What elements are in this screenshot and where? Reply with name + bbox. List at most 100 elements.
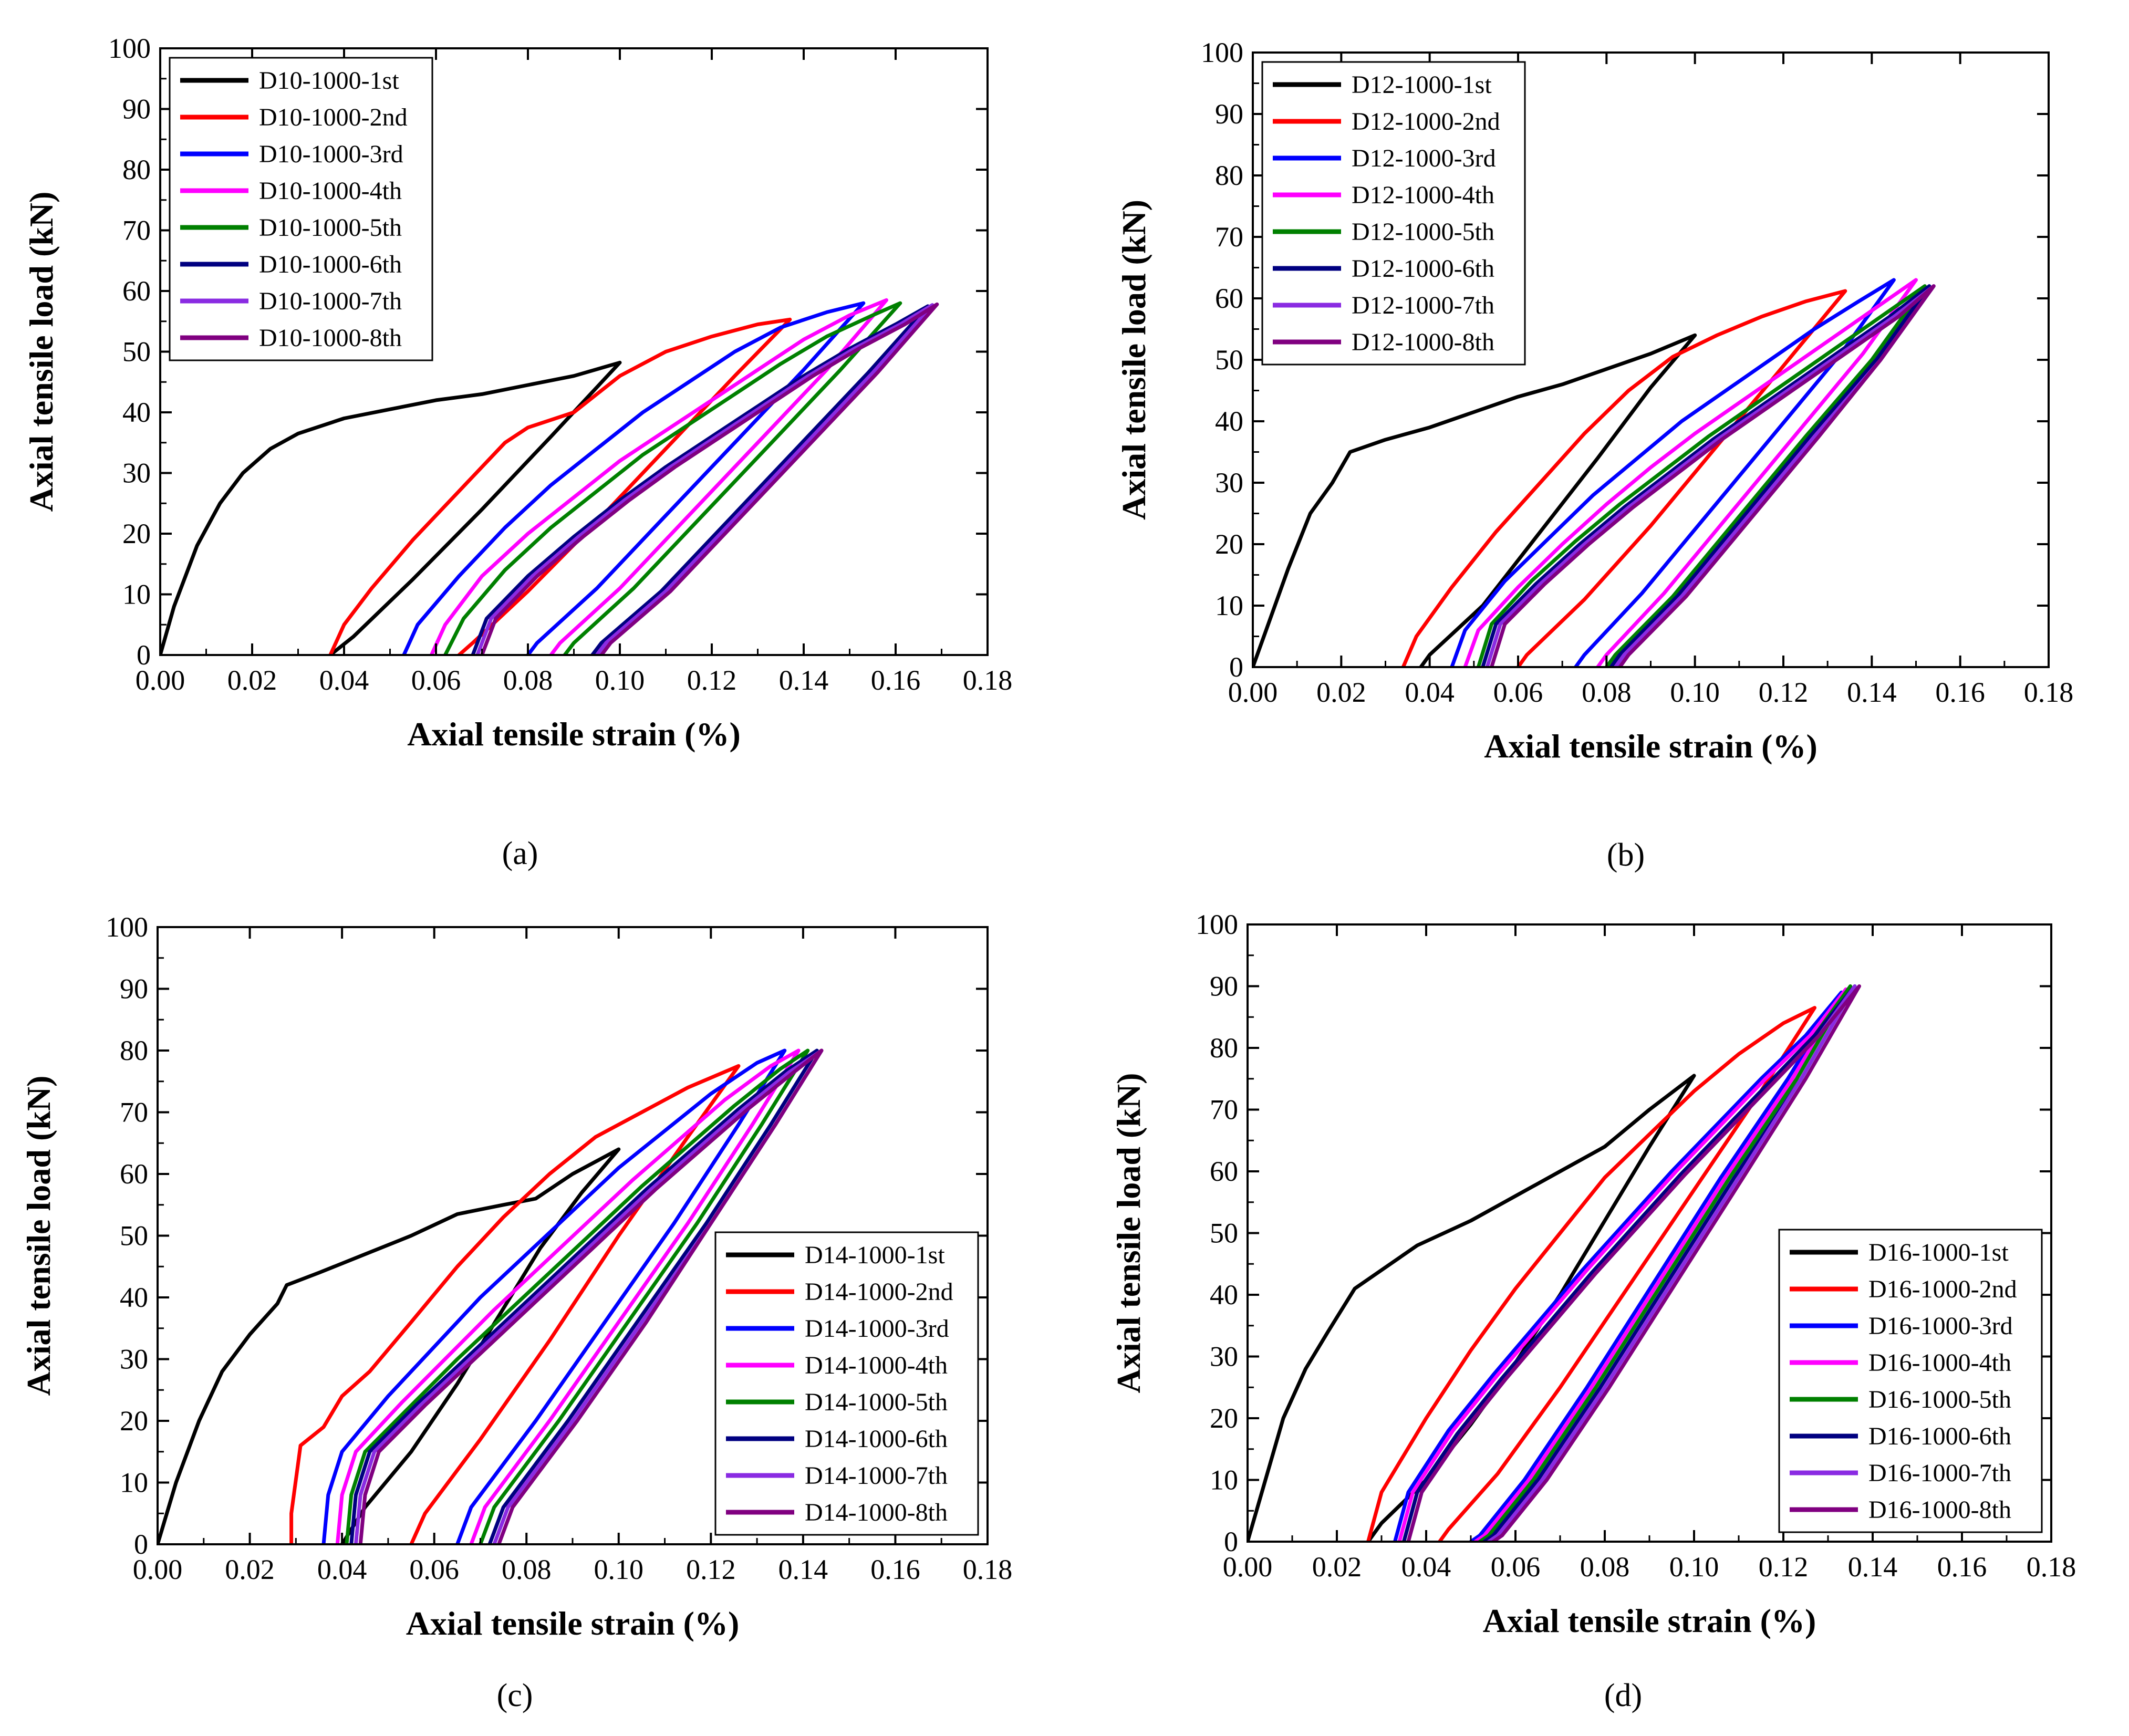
panel-b: 0.00 0.02 0.04 0.06 0.08 0.10 0.12 0.14 0.16 0.18… bbox=[1115, 37, 2073, 873]
panel-label: (b) bbox=[1607, 837, 1645, 873]
x-tick-label: 0.00 bbox=[1228, 677, 1278, 708]
legend-label: D14-1000-5th bbox=[805, 1388, 948, 1416]
panel-c: 0.00 0.02 0.04 0.06 0.08 0.10 0.12 0.14 0.16 0.18… bbox=[20, 911, 1012, 1713]
series-line-6 bbox=[1481, 284, 1931, 667]
series-line-5 bbox=[345, 1048, 810, 1544]
y-tick-label: 10 bbox=[1215, 590, 1243, 621]
x-tick-label: 0.04 bbox=[1401, 1551, 1451, 1583]
x-tick-label: 0.12 bbox=[1759, 677, 1809, 708]
curves bbox=[160, 298, 939, 655]
legend-label: D12-1000-5th bbox=[1352, 218, 1494, 246]
y-tick-label: 20 bbox=[1210, 1402, 1238, 1434]
y-tick-label: 100 bbox=[1196, 909, 1238, 940]
x-tick-label: 0.18 bbox=[963, 664, 1013, 696]
legend: D12-1000-1st D12-1000-2nd D12-1000-3rd D12-… bbox=[1261, 61, 1526, 366]
y-axis-title: Axial tensile load (kN) bbox=[1110, 1073, 1147, 1394]
legend-label: D10-1000-7th bbox=[259, 287, 402, 315]
legend-label: D10-1000-3rd bbox=[259, 140, 403, 168]
x-tick-label: 0.18 bbox=[963, 1554, 1013, 1585]
y-tick-label: 20 bbox=[120, 1405, 148, 1437]
legend-label: D14-1000-1st bbox=[805, 1241, 945, 1269]
x-tick-label: 0.06 bbox=[409, 1554, 459, 1585]
x-tick-label: 0.16 bbox=[1935, 677, 1985, 708]
series-line-8 bbox=[1406, 984, 1861, 1542]
y-axis-title: Axial tensile load (kN) bbox=[1115, 200, 1152, 520]
y-tick-label: 60 bbox=[1215, 283, 1243, 314]
y-tick-label: 90 bbox=[122, 93, 151, 125]
y-tick-label: 80 bbox=[1210, 1032, 1238, 1064]
series-line-8 bbox=[1490, 284, 1936, 667]
series-line-1 bbox=[160, 360, 622, 655]
y-tick-label: 10 bbox=[120, 1467, 148, 1499]
series-line-8 bbox=[358, 1048, 824, 1544]
series-line-5 bbox=[443, 301, 902, 655]
y-tick-label: 60 bbox=[120, 1158, 148, 1190]
legend-label: D10-1000-6th bbox=[259, 251, 402, 278]
legend-label: D12-1000-8th bbox=[1352, 328, 1494, 356]
y-tick-label: 90 bbox=[120, 973, 148, 1005]
series-line-5 bbox=[1476, 284, 1927, 667]
legend-label: D12-1000-7th bbox=[1352, 292, 1494, 319]
legend-label: D10-1000-2nd bbox=[259, 103, 408, 131]
y-tick-label: 80 bbox=[120, 1035, 148, 1066]
series-line-1 bbox=[1253, 333, 1697, 667]
y-tick-label: 10 bbox=[122, 579, 151, 610]
x-tick-label: 0.00 bbox=[136, 664, 185, 696]
x-tick-label: 0.10 bbox=[1669, 1551, 1719, 1583]
series-line-1 bbox=[1248, 1074, 1696, 1542]
series-line-3 bbox=[1450, 278, 1896, 667]
y-tick-label: 0 bbox=[1224, 1526, 1238, 1557]
series-line-7 bbox=[354, 1048, 824, 1544]
y-tick-label: 70 bbox=[1210, 1094, 1238, 1126]
legend-label: D14-1000-6th bbox=[805, 1425, 948, 1453]
x-tick-label: 0.06 bbox=[411, 664, 461, 696]
y-tick-label: 20 bbox=[122, 518, 151, 549]
x-tick-label: 0.10 bbox=[594, 1554, 644, 1585]
y-tick-label: 100 bbox=[106, 911, 148, 943]
y-tick-label: 40 bbox=[1215, 406, 1243, 437]
y-tick-label: 90 bbox=[1210, 971, 1238, 1002]
series-line-8 bbox=[480, 302, 939, 655]
y-tick-label: 60 bbox=[1210, 1156, 1238, 1187]
x-tick-label: 0.16 bbox=[871, 664, 921, 696]
legend-label: D16-1000-4th bbox=[1868, 1349, 2011, 1377]
panel-label: (c) bbox=[497, 1678, 533, 1713]
x-tick-label: 0.08 bbox=[503, 664, 553, 696]
x-tick-label: 0.02 bbox=[227, 664, 277, 696]
y-tick-label: 30 bbox=[120, 1344, 148, 1375]
series-line-2 bbox=[1401, 289, 1847, 667]
x-tick-label: 0.12 bbox=[686, 1554, 736, 1585]
y-tick-label: 0 bbox=[137, 639, 151, 671]
y-tick-label: 30 bbox=[122, 458, 151, 489]
y-tick-label: 30 bbox=[1215, 467, 1243, 498]
panel-label: (d) bbox=[1604, 1678, 1642, 1713]
x-axis-title: Axial tensile strain (%) bbox=[1483, 1602, 1816, 1639]
legend-label: D10-1000-8th bbox=[259, 324, 402, 352]
x-tick-label: 0.08 bbox=[502, 1554, 552, 1585]
series-line-2 bbox=[328, 317, 792, 655]
x-tick-label: 0.18 bbox=[2024, 677, 2074, 708]
y-tick-label: 90 bbox=[1215, 98, 1243, 130]
legend: D16-1000-1st D16-1000-2nd D16-1000-3rd D16-… bbox=[1778, 1229, 2043, 1533]
y-tick-label: 50 bbox=[120, 1220, 148, 1252]
y-tick-label: 70 bbox=[120, 1097, 148, 1128]
legend-label: D10-1000-4th bbox=[259, 177, 402, 205]
legend-label: D14-1000-8th bbox=[805, 1499, 948, 1526]
x-tick-label: 0.00 bbox=[133, 1554, 183, 1585]
legend-label: D16-1000-7th bbox=[1868, 1459, 2011, 1487]
y-tick-label: 30 bbox=[1210, 1341, 1238, 1373]
y-tick-label: 70 bbox=[122, 215, 151, 246]
series-line-4 bbox=[335, 1048, 801, 1544]
x-tick-label: 0.06 bbox=[1491, 1551, 1541, 1583]
y-tick-label: 0 bbox=[1229, 651, 1243, 683]
y-tick-label: 40 bbox=[122, 397, 151, 428]
x-tick-label: 0.16 bbox=[1937, 1551, 1987, 1583]
x-tick-label: 0.12 bbox=[1759, 1551, 1809, 1583]
series-line-6 bbox=[349, 1048, 819, 1544]
y-tick-label: 70 bbox=[1215, 221, 1243, 253]
legend-box bbox=[169, 57, 433, 361]
x-tick-label: 0.14 bbox=[1847, 677, 1897, 708]
legend-label: D14-1000-7th bbox=[805, 1462, 948, 1490]
